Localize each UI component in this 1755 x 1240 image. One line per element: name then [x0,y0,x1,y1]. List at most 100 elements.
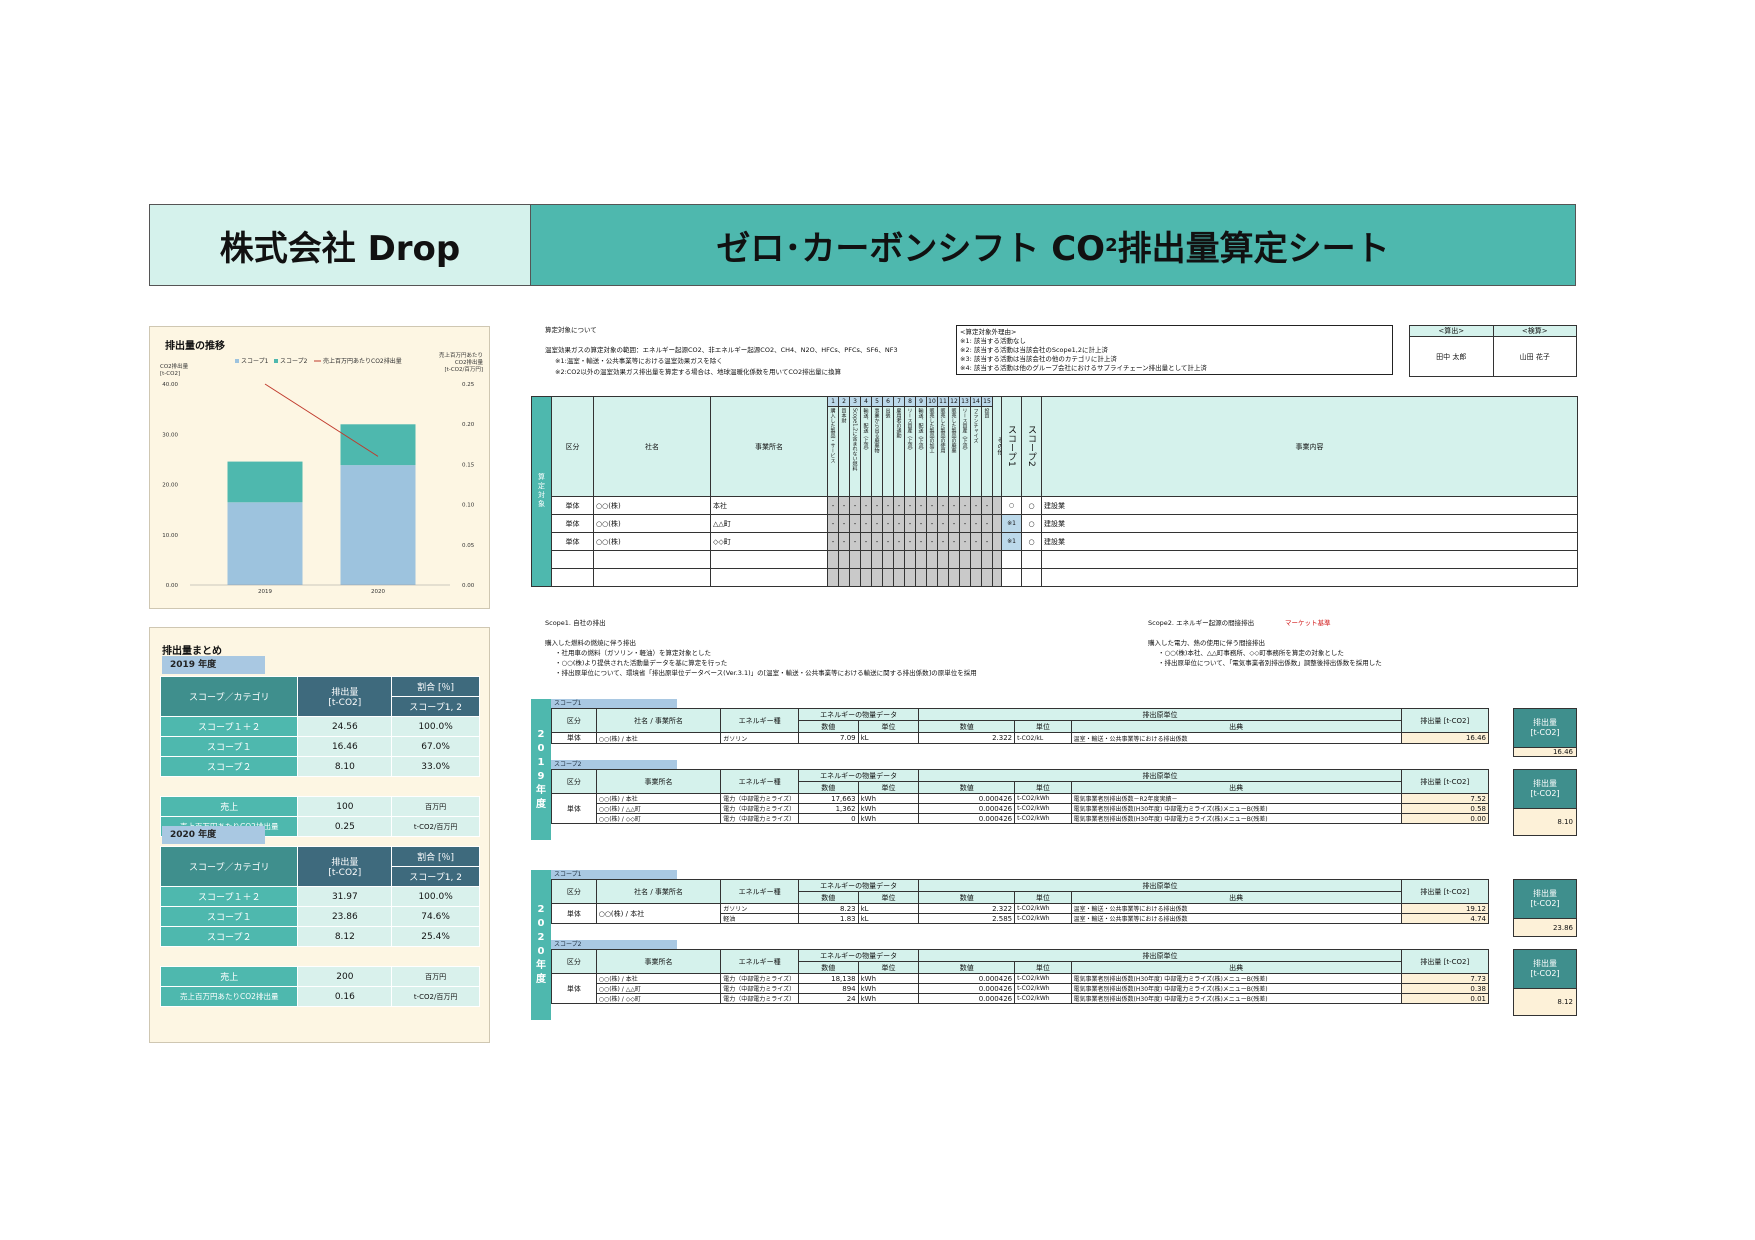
row-category-flag[interactable]: - [849,496,861,515]
row-factor-unit[interactable]: t-CO2/kWh [1014,993,1072,1004]
row-category-flag[interactable]: - [838,532,850,551]
row-company[interactable]: ○○(株) [593,496,711,515]
row-category-flag[interactable]: - [926,514,938,533]
row-energy[interactable]: 軽油 [720,913,799,924]
row-company[interactable]: ○○(株) [593,532,711,551]
row-category-flag[interactable] [871,568,883,587]
row-factor-value[interactable]: 0.000426 [918,803,1016,814]
row-category-flag[interactable] [915,568,927,587]
row-energy[interactable]: 電力（中部電力ミライズ） [720,983,799,994]
row-factor-value[interactable]: 2.585 [918,913,1016,924]
row-category-flag[interactable] [926,550,938,569]
row-scope2-flag[interactable]: ○ [1021,496,1042,515]
row-category-flag[interactable]: - [981,496,993,515]
row-activity-value[interactable]: 7.09 [798,732,859,744]
row-office[interactable]: ○○(株) / 本社 [595,973,722,984]
row-office[interactable]: ○○(株) / 本社 [595,903,722,924]
row-category-flag[interactable]: - [970,514,982,533]
row-category-flag[interactable]: - [838,496,850,515]
row-category-flag[interactable] [827,550,839,569]
row-category-flag[interactable] [827,568,839,587]
row-category-flag[interactable] [882,550,894,569]
row-category-flag[interactable]: - [827,496,839,515]
row-source[interactable]: 温室・輸送・公共事業等における排出係数 [1070,903,1402,914]
row-source[interactable]: 電気事業者別排出係数(H30年度) 中部電力ミライズ(株)メニューB(残差) [1070,813,1402,824]
row-other-flag[interactable] [992,514,1002,533]
row-category-flag[interactable]: - [860,496,872,515]
row-category-flag[interactable] [926,568,938,587]
row-scope1-flag[interactable]: ○ [1001,496,1022,515]
row-category-flag[interactable]: - [970,496,982,515]
row-category-flag[interactable]: - [893,514,905,533]
row-category-flag[interactable]: - [959,514,971,533]
row-activity-unit[interactable]: kWh [857,973,920,984]
row-activity-unit[interactable]: kL [857,913,920,924]
sales-value[interactable]: 100 [297,796,393,817]
row-category-flag[interactable] [948,550,960,569]
row-activity-unit[interactable]: kWh [857,983,920,994]
row-scope1-flag[interactable]: ※1 [1001,532,1022,551]
row-energy[interactable]: 電力（中部電力ミライズ） [720,803,799,814]
row-energy[interactable]: ガソリン [720,732,799,744]
row-category-flag[interactable]: - [860,514,872,533]
row-category-flag[interactable] [838,550,850,569]
row-category-flag[interactable]: - [860,532,872,551]
row-factor-unit[interactable]: t-CO2/kWh [1014,803,1072,814]
row-category-flag[interactable]: - [827,514,839,533]
checker-name[interactable]: 山田 花子 [1492,336,1577,377]
row-content[interactable] [1041,568,1578,587]
row-kubun[interactable]: 単体 [551,496,594,515]
row-scope2-flag[interactable]: ○ [1021,514,1042,533]
row-category-flag[interactable]: - [871,496,883,515]
row-category-flag[interactable]: - [937,532,949,551]
row-activity-value[interactable]: 1,362 [798,803,859,814]
row-factor-unit[interactable]: t-CO2/kWh [1014,903,1072,914]
row-activity-value[interactable]: 24 [798,993,859,1004]
scope-tab[interactable]: スコープ1 [551,870,677,879]
row-category-flag[interactable]: - [937,496,949,515]
row-office[interactable]: ◇◇町 [710,532,828,551]
row-factor-unit[interactable]: t-CO2/kWh [1014,793,1072,804]
row-scope2-flag[interactable] [1021,568,1042,587]
row-category-flag[interactable] [860,568,872,587]
row-factor-value[interactable]: 0.000426 [918,993,1016,1004]
row-activity-unit[interactable]: kWh [857,803,920,814]
row-kubun[interactable]: 単体 [551,973,597,1004]
row-scope2-flag[interactable] [1021,550,1042,569]
row-source[interactable]: 電気事業者別排出係数(H30年度) 中部電力ミライズ(株)メニューB(残差) [1070,983,1402,994]
row-office[interactable] [710,568,828,587]
row-source[interactable]: 温室・輸送・公共事業等における排出係数 [1070,913,1402,924]
row-kubun[interactable]: 単体 [551,903,597,924]
row-activity-value[interactable]: 0 [798,813,859,824]
row-category-flag[interactable]: - [970,532,982,551]
row-category-flag[interactable]: - [871,532,883,551]
row-category-flag[interactable] [882,568,894,587]
row-factor-unit[interactable]: t-CO2/kL [1014,732,1072,744]
row-category-flag[interactable] [915,550,927,569]
row-category-flag[interactable] [893,568,905,587]
row-factor-value[interactable]: 2.322 [918,732,1016,744]
row-category-flag[interactable] [959,550,971,569]
row-category-flag[interactable]: - [871,514,883,533]
row-category-flag[interactable]: - [948,514,960,533]
row-category-flag[interactable]: - [904,532,916,551]
row-kubun[interactable]: 単体 [551,793,597,824]
row-factor-value[interactable]: 0.000426 [918,973,1016,984]
row-energy[interactable]: ガソリン [720,903,799,914]
row-source[interactable]: 電気事業者別排出係数(H30年度) 中部電力ミライズ(株)メニューB(残差) [1070,973,1402,984]
row-category-flag[interactable]: - [915,514,927,533]
row-category-flag[interactable] [937,550,949,569]
summary-year-tab[interactable]: 2020 年度 [162,826,265,844]
row-factor-unit[interactable]: t-CO2/kWh [1014,913,1072,924]
row-office[interactable]: ○○(株) / △△町 [595,983,722,994]
row-kubun[interactable]: 単体 [551,532,594,551]
row-energy[interactable]: 電力（中部電力ミライズ） [720,993,799,1004]
row-category-flag[interactable]: - [849,514,861,533]
row-content[interactable]: 建設業 [1041,532,1578,551]
row-scope1-flag[interactable] [1001,568,1022,587]
row-activity-unit[interactable]: kWh [857,793,920,804]
row-activity-value[interactable]: 894 [798,983,859,994]
row-office[interactable] [710,550,828,569]
row-category-flag[interactable]: - [915,496,927,515]
row-kubun[interactable] [551,550,594,569]
